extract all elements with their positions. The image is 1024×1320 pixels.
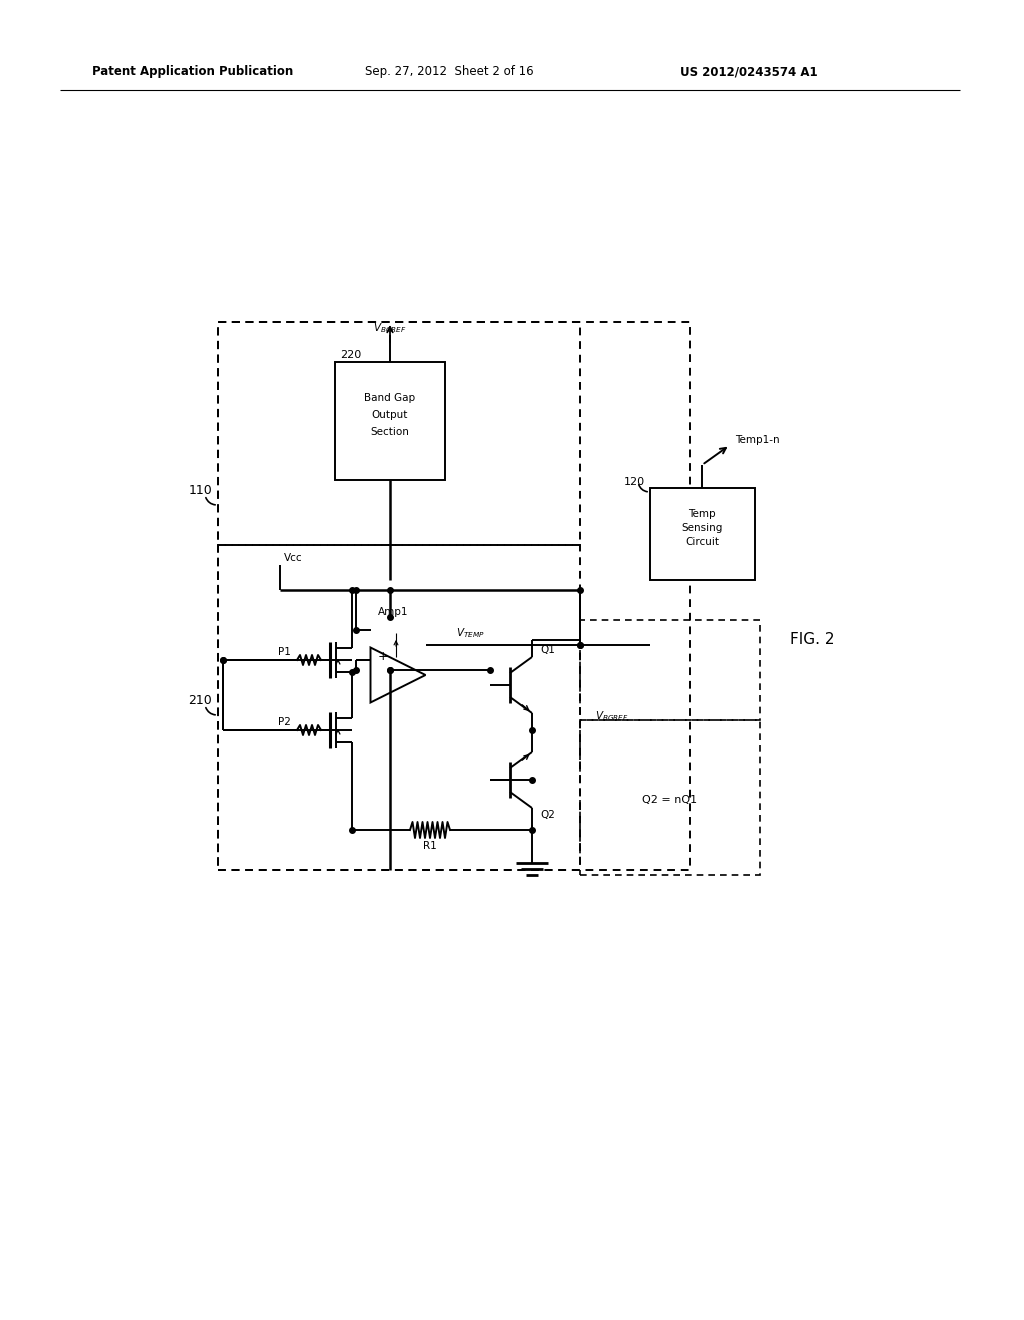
Text: Patent Application Publication: Patent Application Publication xyxy=(92,66,293,78)
Text: R1: R1 xyxy=(423,841,437,851)
Text: Temp: Temp xyxy=(688,510,716,519)
Text: Q2 = nQ1: Q2 = nQ1 xyxy=(642,795,697,805)
Text: +: + xyxy=(378,651,388,664)
Text: US 2012/0243574 A1: US 2012/0243574 A1 xyxy=(680,66,817,78)
Text: Q1: Q1 xyxy=(540,645,555,655)
Bar xyxy=(335,362,445,480)
Text: Sensing: Sensing xyxy=(681,523,723,533)
Text: 220: 220 xyxy=(340,350,361,360)
Text: $V_{TEMP}$: $V_{TEMP}$ xyxy=(456,626,484,640)
Bar xyxy=(218,322,580,545)
Text: Q2: Q2 xyxy=(540,810,555,820)
Text: 110: 110 xyxy=(188,483,212,496)
Text: FIG. 2: FIG. 2 xyxy=(790,632,835,648)
Text: Circuit: Circuit xyxy=(685,537,719,546)
Text: Band Gap: Band Gap xyxy=(365,393,416,403)
Text: Vcc: Vcc xyxy=(284,553,303,564)
Text: 210: 210 xyxy=(188,693,212,706)
Text: Output: Output xyxy=(372,411,409,420)
Bar xyxy=(580,719,760,875)
Text: Section: Section xyxy=(371,426,410,437)
Bar xyxy=(580,620,760,719)
Bar xyxy=(218,322,690,870)
Text: Sep. 27, 2012  Sheet 2 of 16: Sep. 27, 2012 Sheet 2 of 16 xyxy=(365,66,534,78)
Text: 120: 120 xyxy=(624,477,645,487)
Text: $V_{BGREF}$: $V_{BGREF}$ xyxy=(373,321,407,335)
Text: Temp1-n: Temp1-n xyxy=(735,436,779,445)
Text: P2: P2 xyxy=(279,717,291,727)
Bar xyxy=(218,545,580,870)
Text: P1: P1 xyxy=(279,647,291,657)
Text: Amp1: Amp1 xyxy=(378,607,409,616)
Bar xyxy=(650,488,755,579)
Text: $V_{BGREF}$: $V_{BGREF}$ xyxy=(595,709,629,723)
